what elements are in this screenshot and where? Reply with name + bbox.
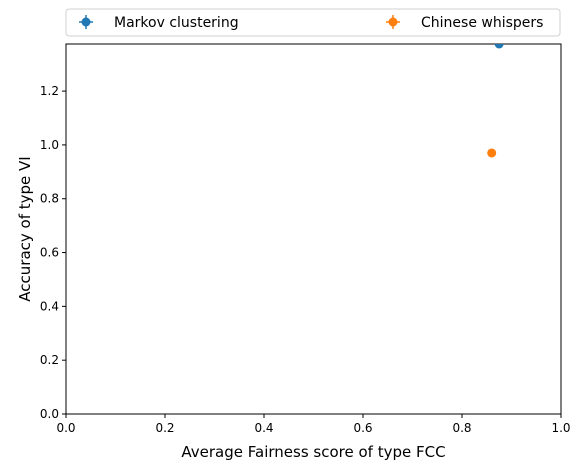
y-tick-label: 0.4 <box>40 299 59 313</box>
y-axis-ticks: 0.0 0.2 0.4 0.6 0.8 1.0 1.2 <box>40 84 66 421</box>
x-axis-ticks: 0.0 0.2 0.4 0.6 0.8 1.0 <box>56 414 570 435</box>
y-axis-title: Accuracy of type VI <box>16 156 34 301</box>
x-tick-label: 0.0 <box>56 421 75 435</box>
legend-label-markov: Markov clustering <box>114 15 239 31</box>
y-tick-label: 1.2 <box>40 84 59 98</box>
y-tick-label: 0.0 <box>40 407 59 421</box>
x-tick-label: 0.2 <box>155 421 174 435</box>
x-axis-title: Average Fairness score of type FCC <box>181 443 445 461</box>
legend-dot <box>82 18 91 27</box>
y-tick-label: 1.0 <box>40 138 59 152</box>
legend-dot <box>389 18 398 27</box>
x-tick-label: 0.4 <box>254 421 273 435</box>
y-tick-label: 0.8 <box>40 192 59 206</box>
legend: Markov clustering Chinese whispers <box>66 9 560 36</box>
legend-label-chinese-whispers: Chinese whispers <box>421 15 543 31</box>
data-point-series-0 <box>495 40 504 49</box>
data-point-series-1 <box>487 148 496 157</box>
y-tick-label: 0.6 <box>40 246 59 260</box>
x-tick-label: 0.6 <box>353 421 372 435</box>
x-tick-label: 0.8 <box>452 421 471 435</box>
x-tick-label: 1.0 <box>551 421 570 435</box>
y-tick-label: 0.2 <box>40 353 59 367</box>
plot-area <box>66 44 561 414</box>
